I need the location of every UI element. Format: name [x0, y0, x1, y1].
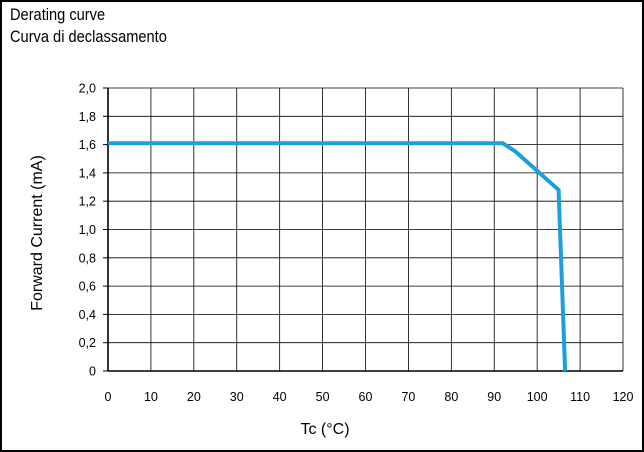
- y-tick-label: 1,2: [79, 195, 96, 209]
- x-tick-label: 40: [273, 390, 287, 404]
- series-line: [108, 141, 568, 372]
- y-tick-label: 0,8: [79, 251, 96, 265]
- x-tick-label: 100: [527, 390, 548, 404]
- x-tick-label: 10: [144, 390, 158, 404]
- x-tick-label: 60: [359, 390, 373, 404]
- chart-title: Derating curve: [10, 5, 106, 24]
- x-tick-label: 0: [105, 390, 112, 404]
- x-tick-label: 30: [230, 390, 244, 404]
- y-axis-label: Forward Current (mA): [29, 155, 46, 311]
- y-tick-label: 0,2: [79, 336, 96, 350]
- y-tick-label: 1,0: [79, 223, 96, 237]
- x-axis-label: Tc (°C): [300, 421, 349, 438]
- axes: [103, 87, 623, 372]
- x-tick-label: 110: [570, 390, 590, 404]
- x-tick-label: 120: [613, 390, 634, 404]
- y-tick-labels: 0 0,2 0,4 0,6 0,8 1,0 1,2 1,4 1,6 1,8 2,0: [79, 82, 96, 379]
- x-tick-labels: 0 10 20 30 40 50 60 70 80 90 100 110 120: [105, 390, 634, 404]
- series-layer: [108, 141, 568, 372]
- x-tick-label: 70: [401, 390, 415, 404]
- x-tick-label: 20: [187, 390, 201, 404]
- y-tick-label: 0,4: [79, 308, 96, 322]
- chart-subtitle: Curva di declassamento: [10, 27, 167, 46]
- x-tick-label: 80: [444, 390, 458, 404]
- y-tick-label: 0,6: [79, 280, 96, 294]
- y-tick-label: 1,6: [79, 138, 96, 152]
- y-tick-label: 0: [89, 365, 96, 379]
- y-tick-label: 2,0: [79, 82, 96, 96]
- x-tick-label: 50: [316, 390, 330, 404]
- y-tick-label: 1,4: [79, 166, 96, 180]
- y-tick-label: 1,8: [79, 110, 96, 124]
- grid-lines: [107, 87, 624, 372]
- x-tick-label: 90: [487, 390, 501, 404]
